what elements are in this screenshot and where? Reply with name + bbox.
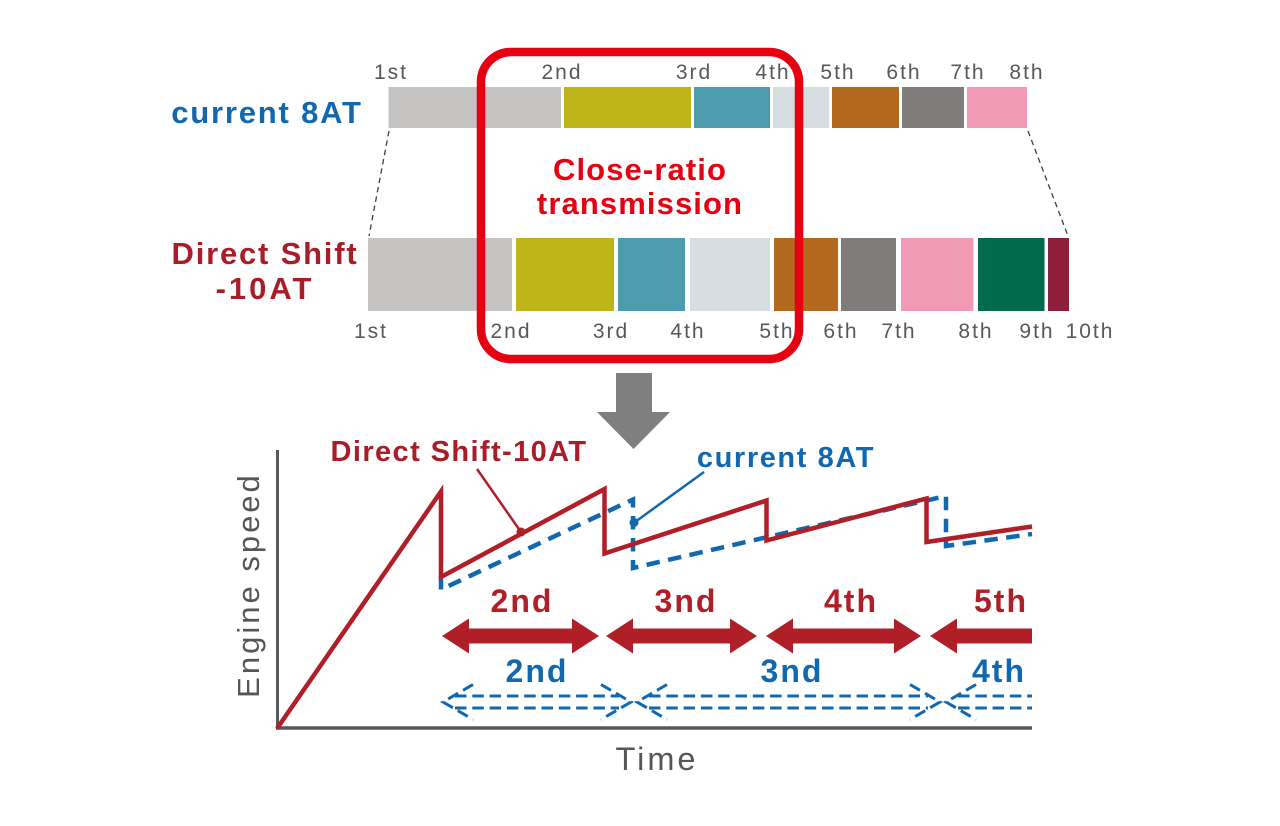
svg-text:3nd: 3nd: [655, 583, 718, 619]
svg-text:1st: 1st: [354, 320, 388, 343]
svg-text:Engine speed: Engine speed: [231, 472, 266, 698]
svg-text:2nd: 2nd: [490, 320, 531, 343]
svg-text:8th: 8th: [1009, 61, 1044, 84]
svg-text:2nd: 2nd: [506, 653, 569, 689]
svg-text:1st: 1st: [374, 61, 408, 84]
svg-text:current 8AT: current 8AT: [171, 95, 362, 130]
svg-text:5th: 5th: [974, 583, 1028, 619]
svg-text:4th: 4th: [755, 61, 790, 84]
svg-text:2nd: 2nd: [491, 583, 554, 619]
svg-text:7th: 7th: [950, 61, 985, 84]
svg-text:current 8AT: current 8AT: [697, 442, 875, 474]
svg-text:4th: 4th: [670, 320, 705, 343]
svg-text:-10AT: -10AT: [216, 271, 315, 306]
svg-text:Direct Shift-10AT: Direct Shift-10AT: [331, 436, 588, 468]
svg-text:4th: 4th: [972, 653, 1026, 689]
svg-text:6th: 6th: [823, 320, 858, 343]
svg-text:Time: Time: [615, 741, 698, 777]
svg-text:Direct Shift: Direct Shift: [172, 236, 359, 271]
svg-text:transmission: transmission: [537, 186, 743, 221]
svg-text:4th: 4th: [824, 583, 878, 619]
svg-text:2nd: 2nd: [541, 61, 582, 84]
svg-text:3nd: 3nd: [761, 653, 824, 689]
svg-text:9th: 9th: [1019, 320, 1054, 343]
svg-text:10th: 10th: [1066, 320, 1115, 343]
svg-text:8th: 8th: [958, 320, 993, 343]
svg-text:6th: 6th: [886, 61, 921, 84]
svg-text:7th: 7th: [881, 320, 916, 343]
svg-text:Close-ratio: Close-ratio: [553, 152, 727, 187]
svg-text:3rd: 3rd: [593, 320, 629, 343]
svg-text:3rd: 3rd: [676, 61, 712, 84]
svg-text:5th: 5th: [820, 61, 855, 84]
svg-text:5th: 5th: [759, 320, 794, 343]
